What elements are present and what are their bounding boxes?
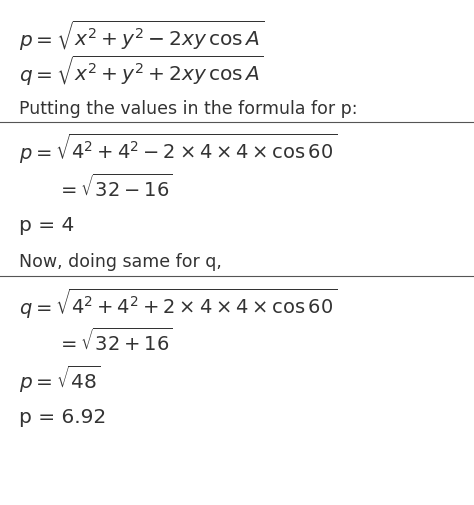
Text: $p = \sqrt{x^2 + y^2 - 2xy\,\mathrm{cos}\,A}$: $p = \sqrt{x^2 + y^2 - 2xy\,\mathrm{cos}… (19, 18, 264, 53)
Text: p = 6.92: p = 6.92 (19, 407, 106, 426)
Text: $= \sqrt{32 - 16}$: $= \sqrt{32 - 16}$ (57, 173, 173, 200)
Text: $= \sqrt{32 + 16}$: $= \sqrt{32 + 16}$ (57, 327, 173, 355)
Text: $p = \sqrt{48}$: $p = \sqrt{48}$ (19, 363, 100, 394)
Text: $q = \sqrt{4^2 + 4^2 + 2 \times 4 \times 4 \times \mathrm{cos}\,60}$: $q = \sqrt{4^2 + 4^2 + 2 \times 4 \times… (19, 286, 337, 320)
Text: Putting the values in the formula for p:: Putting the values in the formula for p: (19, 99, 357, 118)
Text: $q = \sqrt{x^2 + y^2 + 2xy\,\mathrm{cos}\,A}$: $q = \sqrt{x^2 + y^2 + 2xy\,\mathrm{cos}… (19, 54, 264, 88)
Text: p = 4: p = 4 (19, 215, 74, 234)
Text: Now, doing same for q,: Now, doing same for q, (19, 252, 222, 271)
Text: $p = \sqrt{4^2 + 4^2 - 2 \times 4 \times 4 \times \mathrm{cos}\,60}$: $p = \sqrt{4^2 + 4^2 - 2 \times 4 \times… (19, 132, 337, 166)
